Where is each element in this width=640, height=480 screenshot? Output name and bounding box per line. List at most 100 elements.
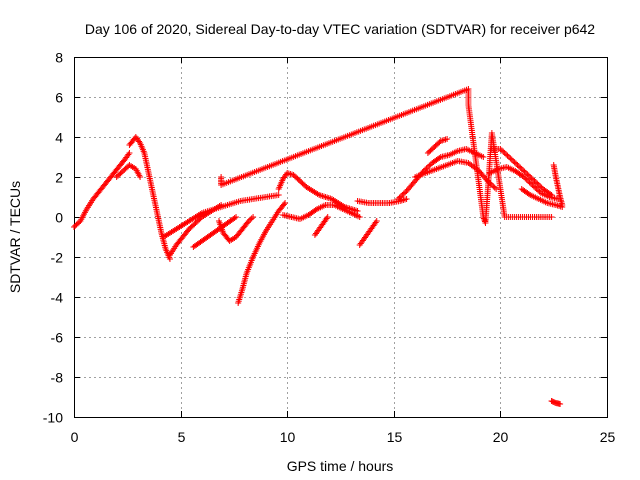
data-point: [137, 174, 144, 180]
data-point: [248, 215, 255, 222]
plot-frame: [74, 57, 608, 418]
data-point: [356, 214, 363, 220]
data-point: [400, 190, 407, 197]
data-point: [500, 148, 507, 155]
data-point: [504, 152, 511, 159]
series-arc-hump: [275, 170, 361, 214]
data-point: [528, 175, 535, 182]
series-outlier-cluster: [548, 398, 564, 407]
x-tick-label: 5: [178, 429, 186, 445]
data-point: [533, 186, 540, 192]
data-point: [488, 182, 495, 188]
data-point: [523, 176, 530, 183]
data-point: [508, 156, 515, 163]
data-point: [526, 179, 533, 186]
series-arc-late-dip: [356, 218, 380, 248]
y-tick-label: 6: [55, 90, 63, 106]
data-point: [527, 180, 534, 187]
data-point: [424, 164, 431, 170]
data-point: [535, 182, 542, 188]
x-tick-label: 25: [600, 429, 616, 445]
data-point: [534, 180, 541, 187]
series-isolated-points: [218, 86, 555, 226]
data-point: [505, 154, 512, 160]
data-point: [373, 218, 380, 224]
data-point: [247, 216, 254, 223]
data-point: [250, 214, 257, 220]
data-point: [403, 196, 410, 202]
data-point: [231, 215, 238, 221]
x-tick-label: 20: [493, 429, 509, 445]
data-point: [529, 182, 536, 188]
x-tick-label: 10: [280, 429, 296, 445]
x-tick-label: 15: [387, 429, 403, 445]
data-point: [535, 187, 542, 194]
data-point: [525, 191, 532, 197]
data-point: [532, 179, 539, 186]
grid: [74, 57, 607, 417]
data-point: [126, 150, 133, 156]
y-tick-label: 4: [55, 130, 63, 146]
data-point: [436, 155, 443, 161]
data-point: [513, 160, 520, 167]
data-point: [498, 147, 505, 154]
data-point: [548, 214, 555, 220]
y-tick-label: -2: [51, 250, 64, 266]
series-arc-mid-band: [160, 192, 282, 240]
data-point: [557, 401, 564, 407]
series-arc-end-band: [518, 186, 566, 210]
data-point: [522, 170, 529, 176]
y-tick-label: 2: [55, 170, 63, 186]
y-tick-label: 0: [55, 210, 63, 226]
data-point: [510, 158, 517, 164]
data-point: [233, 214, 240, 220]
data-point: [493, 186, 500, 192]
y-tick-label: 8: [55, 50, 63, 66]
series-arc-evening-lower: [412, 158, 500, 192]
y-tick-label: -10: [43, 410, 63, 426]
data-point: [480, 154, 487, 160]
data-point: [397, 193, 404, 200]
data-point: [530, 183, 537, 190]
data-point: [527, 174, 534, 180]
data-point: [521, 168, 528, 175]
data-point: [490, 183, 497, 190]
series-arc-secondary-rise: [113, 162, 144, 180]
data-point: [396, 194, 403, 201]
data-point: [426, 162, 433, 169]
x-tick-label: 0: [71, 429, 79, 445]
data-point: [497, 146, 504, 152]
data-point: [423, 165, 430, 172]
y-axis-label: SDTVAR / TECUs: [7, 181, 23, 293]
data-point: [402, 189, 409, 196]
data-point: [507, 155, 514, 162]
series-arc-upper-short: [424, 136, 451, 156]
data-point: [525, 178, 532, 184]
axis-ticks: 0 5 10 15 20 25 -10 -8 -6 -4 -2 0 2 4 6 8: [43, 50, 616, 446]
data-point: [511, 159, 518, 166]
data-point: [275, 192, 282, 198]
series-arc-peak-drop: [126, 134, 173, 262]
series-arc-short-low: [311, 214, 331, 238]
data-points: [71, 86, 566, 407]
data-point: [444, 136, 451, 142]
data-point: [245, 218, 252, 224]
data-point: [517, 164, 524, 171]
data-point: [484, 178, 491, 184]
data-point: [514, 162, 521, 168]
data-point: [525, 172, 532, 179]
x-axis-label: GPS time / hours: [287, 458, 394, 474]
series-arc-deep-rise: [235, 200, 289, 306]
data-point: [503, 151, 510, 158]
data-point: [530, 176, 537, 183]
series-arc-main-rise: [71, 150, 133, 230]
data-point: [515, 163, 522, 170]
y-tick-label: -4: [51, 290, 64, 306]
series-arc-inner-dip: [215, 214, 257, 244]
y-tick-label: -6: [51, 330, 64, 346]
data-point: [537, 183, 544, 190]
data-point: [522, 175, 529, 182]
data-point: [520, 167, 527, 174]
data-point: [354, 208, 361, 214]
series-arc-low-band: [279, 202, 363, 222]
